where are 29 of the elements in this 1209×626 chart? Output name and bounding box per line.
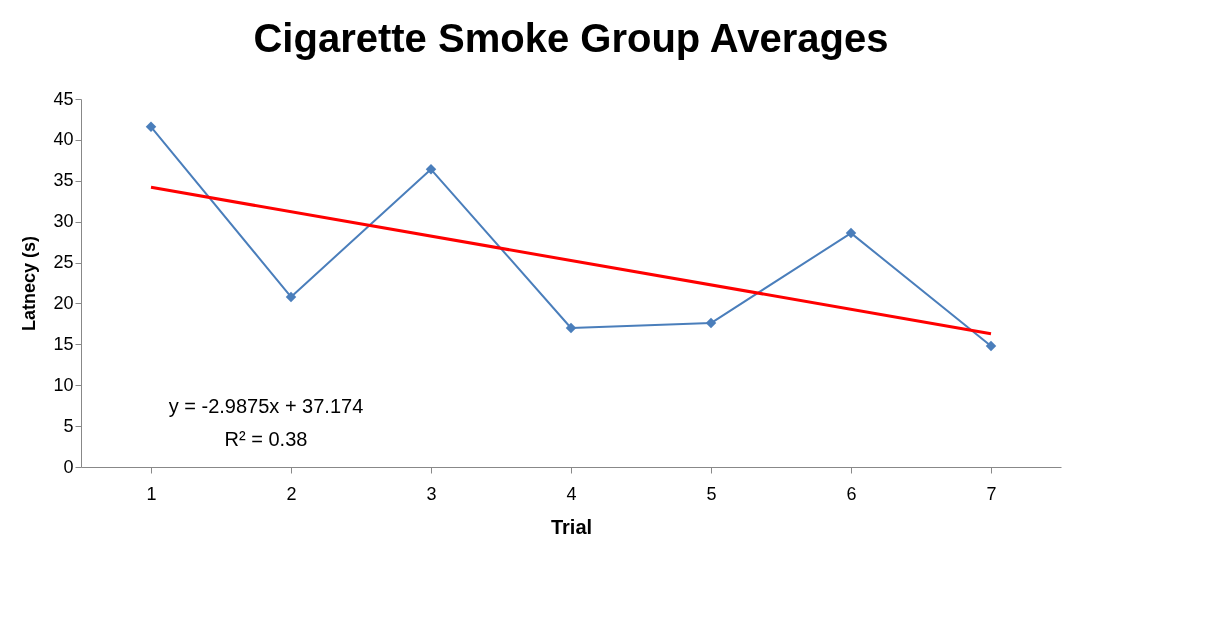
- x-tick-label: 5: [706, 483, 717, 504]
- y-tick-label: 10: [53, 374, 74, 395]
- point: [285, 291, 297, 303]
- y-tick-label: 30: [53, 211, 74, 232]
- x-tick-label: 4: [566, 483, 577, 504]
- x-axis-title: Trial: [550, 515, 593, 538]
- x-tick-label: 1: [146, 483, 157, 504]
- point: [845, 227, 857, 239]
- y-tick-label: 40: [53, 129, 74, 150]
- chart-title: Cigarette Smoke Group Averages: [253, 16, 889, 60]
- y-tick-label: 20: [53, 292, 74, 313]
- y-tick-label: 45: [53, 88, 74, 109]
- y-tick-label: 25: [53, 252, 74, 273]
- point: [425, 164, 437, 175]
- x-tick-label: 2: [286, 483, 297, 504]
- y-tick-label: 0: [63, 456, 74, 477]
- x-tick-label: 3: [426, 483, 437, 504]
- x-tick-label: 6: [846, 483, 857, 504]
- y-tick-label: 35: [53, 170, 74, 191]
- annotation: y = -2.9875x + 37.174: [168, 395, 364, 417]
- y-tick-label: 5: [63, 415, 74, 436]
- point: [565, 322, 577, 334]
- y-tick-label: 15: [53, 333, 74, 354]
- annotation: R² = 0.38: [224, 428, 308, 450]
- point: [145, 121, 157, 133]
- point: [985, 340, 997, 352]
- point: [705, 317, 717, 329]
- x-tick-label: 7: [986, 483, 997, 504]
- y-axis-title: Latnecy (s): [19, 235, 40, 332]
